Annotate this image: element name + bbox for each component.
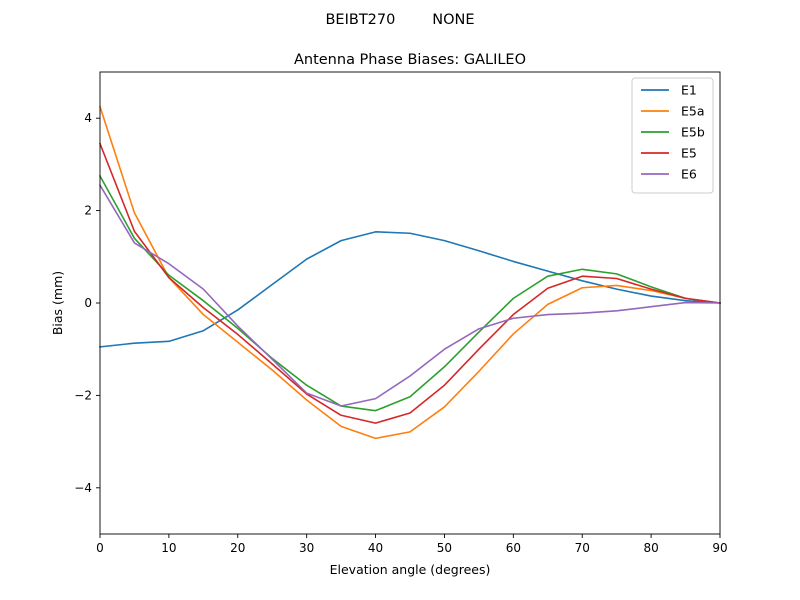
series-line-e1 [99, 231, 721, 348]
x-tick-label: 30 [299, 541, 314, 555]
x-tick-label: 0 [96, 541, 104, 555]
x-tick-label: 80 [643, 541, 658, 555]
x-tick-label: 50 [437, 541, 452, 555]
x-tick-label: 70 [575, 541, 590, 555]
y-axis-label: Bias (mm) [50, 271, 65, 335]
y-tick-label: −2 [74, 388, 92, 402]
plot-area: 0 10 20 30 40 50 60 70 80 90 −4 −2 0 2 4 [74, 71, 728, 555]
legend-label-e5a: E5a [681, 104, 705, 119]
series-line-e5a [98, 105, 721, 440]
series-line-e6 [98, 184, 721, 407]
legend-label-e6: E6 [681, 167, 697, 182]
y-tick-label: 4 [84, 111, 92, 125]
legend-label-e1: E1 [681, 83, 697, 98]
x-tick-label: 20 [230, 541, 245, 555]
series-line-e5 [98, 142, 721, 424]
x-tick-label: 40 [368, 541, 383, 555]
y-tick-label: 2 [84, 204, 92, 218]
legend-label-e5: E5 [681, 146, 697, 161]
y-tick-label: −4 [74, 481, 92, 495]
x-axis-label: Elevation angle (degrees) [330, 562, 491, 577]
x-tick-label: 60 [506, 541, 521, 555]
chart-title: Antenna Phase Biases: GALILEO [294, 52, 526, 68]
x-tick-label: 90 [712, 541, 727, 555]
legend-label-e5b: E5b [681, 125, 705, 140]
figure-suptitle: BEIBT270 NONE [325, 12, 474, 28]
legend-box [631, 77, 714, 194]
series-line-e5b [98, 174, 721, 412]
legend: E1 E5a E5b E5 E6 [631, 77, 714, 194]
y-tick-label: 0 [84, 296, 92, 310]
x-tick-label: 10 [161, 541, 176, 555]
